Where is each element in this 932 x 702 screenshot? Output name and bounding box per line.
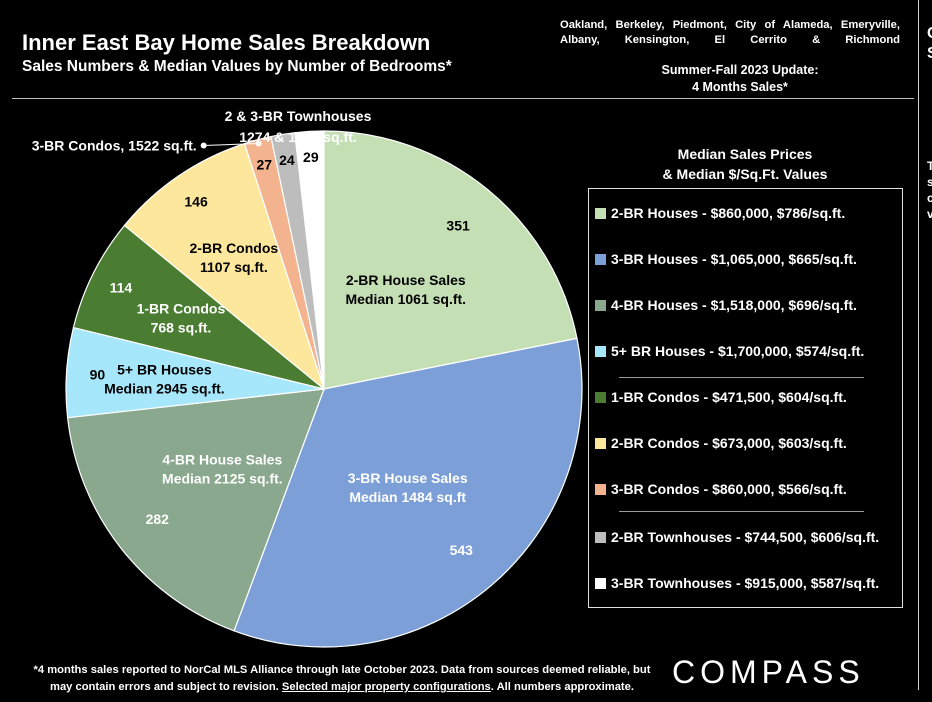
pie-slice (123, 142, 326, 391)
callout-dot (200, 142, 207, 149)
value-label: 29 (303, 149, 319, 165)
legend-item: 1-BR Condos - $471,500, $604/sq.ft. (595, 389, 847, 405)
slice-label-line-1: 2-BR Condos (190, 240, 279, 256)
legend-item: 3-BR Condos - $860,000, $566/sq.ft. (595, 481, 847, 497)
slice-label-line-2: Median 2945 sq.ft. (104, 381, 225, 397)
callout-townhouses-line-2: 1274 & 1628 sq.ft. (239, 129, 357, 145)
footnote-text: *4 months sales reported to NorCal MLS A… (33, 664, 651, 693)
legend-label: 2-BR Townhouses - $744,500, $606/sq.ft. (611, 529, 880, 545)
value-label: 282 (146, 511, 170, 527)
legend-item: 5+ BR Houses - $1,700,000, $574/sq.ft. (595, 343, 864, 359)
footnote-tail: . All numbers approximate. (490, 681, 634, 693)
slice-label-line-1: 1-BR Condos (137, 300, 226, 316)
legend-label: 3-BR Houses - $1,065,000, $665/sq.ft. (611, 251, 857, 267)
callout-dot (255, 140, 262, 147)
legend-swatch (595, 483, 606, 495)
legend-label: 5+ BR Houses - $1,700,000, $574/sq.ft. (611, 343, 865, 359)
legend-separator (619, 377, 864, 378)
legend-heading-line-2: & Median $/Sq.Ft. Values (662, 166, 828, 182)
pie-slice (323, 130, 578, 390)
legend-label: 3-BR Condos - $860,000, $566/sq.ft. (611, 481, 847, 497)
pie-slice (66, 388, 325, 632)
legend-swatch (595, 253, 606, 265)
slice-label-line-2: 1107 sq.ft. (200, 259, 268, 275)
update-line-1: Summer-Fall 2023 Update: (661, 63, 819, 77)
slice-label-line-2: Median 1484 sq.ft (349, 489, 466, 505)
legend-label: 2-BR Condos - $673,000, $603/sq.ft. (611, 435, 847, 451)
callout-townhouses-line-1: 2 & 3-BR Townhouses (225, 108, 372, 124)
legend-item: 4-BR Houses - $1,518,000, $696/sq.ft. (595, 297, 857, 313)
update-line-2: 4 Months Sales* (692, 80, 788, 94)
compass-logo: COMPASS (672, 654, 865, 690)
legend-item: 2-BR Townhouses - $744,500, $606/sq.ft. (595, 529, 879, 545)
slice-label-line-1: 5+ BR Houses (117, 362, 212, 378)
chart-subtitle: Sales Numbers & Median Values by Number … (22, 58, 452, 75)
cropped-edge-text: CS (927, 24, 932, 64)
footnote-link[interactable]: Selected major property configurations (281, 681, 491, 693)
slice-label-line-1: 4-BR House Sales (162, 451, 282, 467)
value-label: 24 (279, 152, 295, 168)
region-list: Oakland, Berkeley, Piedmont, City of Ala… (560, 19, 900, 46)
legend-box: 2-BR Houses - $860,000, $786/sq.ft. 3-BR … (588, 188, 903, 608)
chart-title: Inner East Bay Home Sales Breakdown (22, 30, 431, 55)
legend-item: 3-BR Houses - $1,065,000, $665/sq.ft. (595, 251, 857, 267)
update-note: Summer-Fall 2023 Update: 4 Months Sales* (600, 62, 880, 96)
value-label: 351 (446, 217, 470, 233)
legend-label: 3-BR Townhouses - $915,000, $587/sq.ft. (611, 575, 880, 591)
legend-heading: Median Sales Prices & Median $/Sq.Ft. Va… (610, 144, 880, 184)
legend-item: 3-BR Townhouses - $915,000, $587/sq.ft. (595, 575, 879, 591)
pie-slice (72, 224, 325, 390)
value-label: 543 (450, 542, 474, 558)
slice-label-line-1: 2-BR House Sales (346, 272, 466, 288)
legend-item: 2-BR Houses - $860,000, $786/sq.ft. (595, 205, 845, 221)
legend-heading-line-1: Median Sales Prices (677, 146, 813, 162)
callout-3br-condos: 3-BR Condos, 1522 sq.ft. (32, 138, 197, 154)
value-label: 27 (256, 157, 272, 173)
legend-separator (619, 511, 864, 512)
legend-swatch (595, 531, 606, 543)
value-label: 90 (90, 366, 106, 382)
pie-slice (294, 130, 325, 390)
legend-label: 4-BR Houses - $1,518,000, $696/sq.ft. (611, 297, 857, 313)
slice-label-line-2: 768 sq.ft. (151, 319, 212, 335)
legend-swatch (595, 207, 606, 219)
legend-item: 2-BR Condos - $673,000, $603/sq.ft. (595, 435, 847, 451)
legend-swatch (595, 437, 606, 449)
legend-swatch (595, 577, 606, 589)
slice-label-line-2: Median 2125 sq.ft. (162, 470, 283, 486)
legend-swatch (595, 391, 606, 403)
legend-swatch (595, 299, 606, 311)
legend-label: 2-BR Houses - $860,000, $786/sq.ft. (611, 205, 846, 221)
callout-line (203, 143, 259, 147)
legend-label: 1-BR Condos - $471,500, $604/sq.ft. (611, 389, 847, 405)
slice-label-line-2: Median 1061 sq.ft. (345, 291, 466, 307)
value-label: 146 (184, 193, 208, 209)
footnote: *4 months sales reported to NorCal MLS A… (22, 662, 662, 696)
slice-label-line-1: 3-BR House Sales (348, 470, 468, 486)
pie-slice (233, 337, 583, 648)
header-divider (12, 98, 914, 99)
right-edge-divider (918, 0, 919, 690)
value-label: 114 (110, 279, 133, 295)
legend-swatch (595, 345, 606, 357)
